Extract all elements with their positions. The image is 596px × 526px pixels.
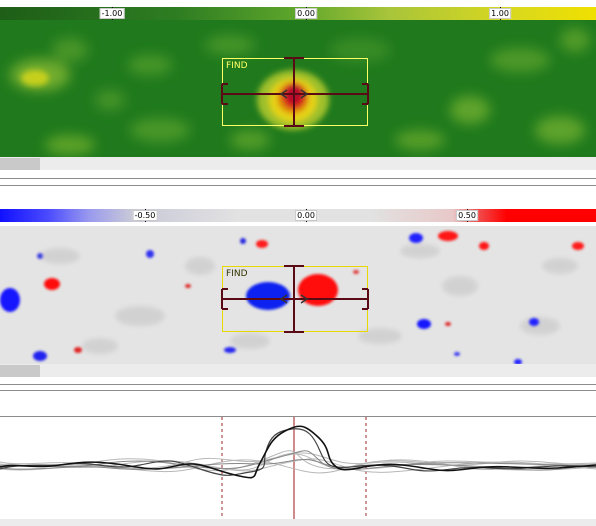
divider	[0, 384, 596, 385]
difference-map-canvas	[0, 226, 596, 364]
scale-tick-label: 0.00	[295, 210, 317, 221]
find-label: FIND	[226, 269, 248, 279]
divider	[0, 185, 596, 186]
profile-plot[interactable]	[0, 417, 596, 526]
profile-canvas	[0, 417, 596, 519]
amplitude-scrollbar[interactable]	[0, 157, 596, 170]
difference-scrollbar[interactable]	[0, 364, 596, 377]
scale-tick-label: 1.00	[489, 8, 511, 19]
divider	[0, 416, 596, 417]
divider	[0, 178, 596, 179]
amplitude-map-canvas	[0, 20, 596, 157]
find-label: FIND	[226, 61, 248, 71]
scale-tick-label: -1.00	[99, 8, 125, 19]
amplitude-map[interactable]: FIND	[0, 20, 596, 157]
profile-footer	[0, 519, 596, 526]
scrollbar-thumb[interactable]	[0, 365, 40, 377]
scale-tick-label: 0.50	[456, 210, 478, 221]
scale-tick-label: -0.50	[132, 210, 158, 221]
crosshair-overlay[interactable]	[0, 20, 596, 157]
divider	[0, 390, 596, 391]
difference-color-scale: -0.50 0.00 0.50	[0, 206, 596, 222]
crosshair-overlay[interactable]	[0, 226, 596, 364]
amplitude-color-scale: -1.00 0.00 1.00	[0, 4, 596, 20]
scale-tick-label: 0.00	[295, 8, 317, 19]
scrollbar-thumb[interactable]	[0, 158, 40, 170]
difference-map[interactable]: FIND	[0, 226, 596, 364]
